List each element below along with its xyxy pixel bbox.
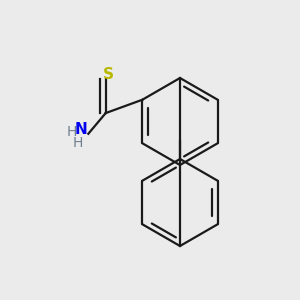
Text: H: H [67,125,77,139]
Text: N: N [74,122,87,137]
Text: S: S [103,68,114,82]
Text: H: H [73,136,83,150]
